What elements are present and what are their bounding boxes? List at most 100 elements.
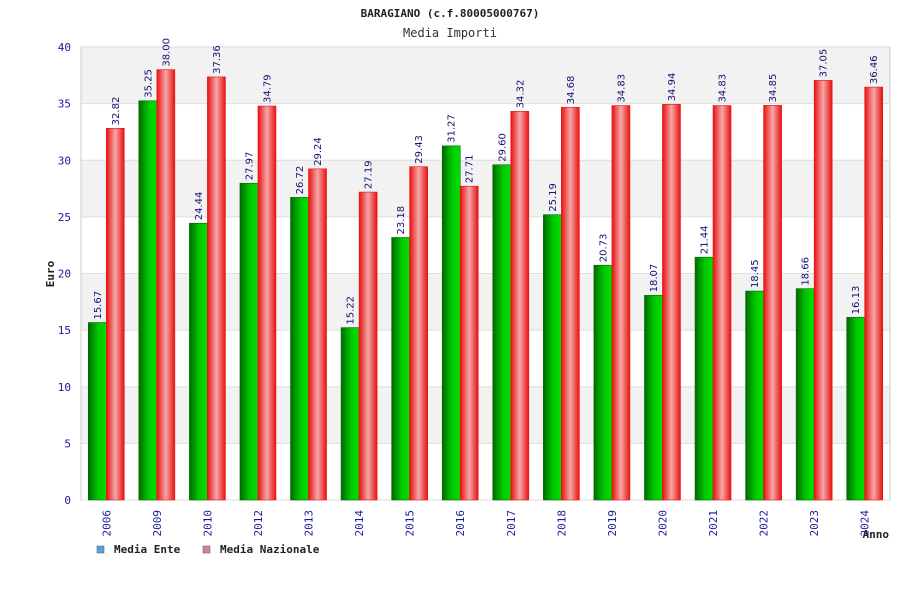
data-label: 34.32 xyxy=(515,80,526,109)
legend-label-ente: Media Ente xyxy=(114,543,181,556)
data-label: 27.19 xyxy=(364,160,375,189)
x-tick-label: 2015 xyxy=(404,510,417,537)
y-axis-ticks: 0 5 10 15 20 25 30 35 40 xyxy=(58,41,71,507)
data-label: 37.36 xyxy=(212,45,223,74)
value-labels: 15.67 32.82 35.25 38.00 24.44 37.36 27.97 34.79… xyxy=(93,38,880,325)
data-label: 37.05 xyxy=(819,49,830,78)
data-label: 15.67 xyxy=(93,291,104,320)
data-label: 34.83 xyxy=(616,74,627,103)
bar-media-nazionale xyxy=(561,106,580,501)
bar-media-nazionale xyxy=(611,105,631,501)
y-tick-label: 40 xyxy=(58,41,71,54)
bar-media-ente xyxy=(593,264,613,501)
bar-media-nazionale xyxy=(459,185,479,501)
x-tick-label: 2021 xyxy=(707,510,720,537)
data-label: 36.46 xyxy=(869,55,880,84)
data-label: 25.19 xyxy=(548,183,559,212)
bar-media-ente xyxy=(239,182,259,501)
bar-media-ente xyxy=(441,145,461,501)
bar-media-ente xyxy=(87,322,107,501)
bar-media-ente xyxy=(492,164,512,501)
y-tick-label: 35 xyxy=(58,98,71,111)
x-tick-label: 2020 xyxy=(656,510,669,537)
bar-media-nazionale xyxy=(358,191,378,501)
bar-media-nazionale xyxy=(257,105,277,501)
data-label: 31.27 xyxy=(447,114,458,143)
data-label: 18.66 xyxy=(801,257,812,286)
bar-media-nazionale xyxy=(864,86,884,501)
bar-media-nazionale xyxy=(813,80,833,501)
bar-media-ente xyxy=(391,237,410,501)
x-tick-label: 2018 xyxy=(555,510,568,537)
data-label: 15.22 xyxy=(346,296,357,325)
data-label: 16.13 xyxy=(851,286,862,315)
y-tick-label: 25 xyxy=(58,211,71,224)
bar-media-nazionale xyxy=(308,168,327,501)
legend: Media Ente Media Nazionale xyxy=(96,543,320,556)
data-label: 29.60 xyxy=(497,133,508,162)
data-label: 35.25 xyxy=(143,69,154,98)
data-label: 34.79 xyxy=(262,74,273,103)
bar-media-ente xyxy=(846,317,866,501)
data-label: 29.43 xyxy=(414,135,425,164)
y-tick-label: 10 xyxy=(58,381,71,394)
y-tick-label: 5 xyxy=(64,437,71,450)
data-label: 23.18 xyxy=(396,206,407,235)
y-tick-label: 0 xyxy=(64,494,71,507)
data-label: 18.07 xyxy=(649,264,660,293)
x-tick-label: 2006 xyxy=(100,510,113,537)
bar-media-ente xyxy=(795,288,815,501)
bar-media-nazionale xyxy=(712,105,732,501)
data-label: 34.83 xyxy=(718,74,729,103)
data-label: 34.85 xyxy=(768,74,779,103)
bars xyxy=(87,69,884,501)
legend-swatch-nazionale xyxy=(202,545,211,554)
bar-media-nazionale xyxy=(105,128,125,501)
chart-title: BARAGIANO (c.f.80005000767) xyxy=(361,7,540,20)
x-tick-label: 2023 xyxy=(808,510,821,537)
chart-subtitle: Media Importi xyxy=(403,26,497,40)
x-tick-label: 2024 xyxy=(859,510,872,537)
data-label: 29.24 xyxy=(313,137,324,166)
data-label: 34.94 xyxy=(667,73,678,102)
bar-media-ente xyxy=(543,214,562,501)
x-tick-label: 2010 xyxy=(201,510,214,537)
x-tick-label: 2009 xyxy=(151,510,164,537)
bar-media-ente xyxy=(745,290,764,501)
y-tick-label: 30 xyxy=(58,154,71,167)
x-axis-label: Anno xyxy=(863,528,890,541)
bar-media-nazionale xyxy=(662,104,681,501)
data-label: 27.71 xyxy=(465,155,476,184)
bar-media-nazionale xyxy=(156,69,176,501)
bar-media-nazionale xyxy=(763,105,782,501)
data-label: 20.73 xyxy=(598,234,609,263)
data-label: 21.44 xyxy=(700,226,711,255)
bar-media-ente xyxy=(290,197,309,501)
bar-media-nazionale xyxy=(207,76,226,501)
bar-media-nazionale xyxy=(409,166,428,501)
x-tick-label: 2017 xyxy=(505,510,518,537)
bar-media-ente xyxy=(138,100,158,501)
bar-media-nazionale xyxy=(510,111,530,501)
x-tick-label: 2019 xyxy=(606,510,619,537)
data-label: 27.97 xyxy=(244,152,255,181)
legend-swatch-ente xyxy=(96,545,105,554)
x-tick-label: 2013 xyxy=(303,510,316,537)
legend-label-nazionale: Media Nazionale xyxy=(220,543,320,556)
data-label: 26.72 xyxy=(295,166,306,195)
data-label: 18.45 xyxy=(750,259,761,288)
data-label: 38.00 xyxy=(161,38,172,67)
x-tick-label: 2012 xyxy=(252,510,265,537)
data-label: 32.82 xyxy=(111,97,122,126)
bar-media-ente xyxy=(189,222,208,501)
data-label: 24.44 xyxy=(194,192,205,221)
bar-media-ente xyxy=(694,256,714,501)
y-axis-label: Euro xyxy=(44,260,57,287)
data-label: 34.68 xyxy=(566,76,577,105)
x-tick-label: 2022 xyxy=(758,510,771,537)
x-tick-label: 2016 xyxy=(454,510,467,537)
bar-media-ente xyxy=(644,295,663,501)
y-tick-label: 20 xyxy=(58,268,71,281)
